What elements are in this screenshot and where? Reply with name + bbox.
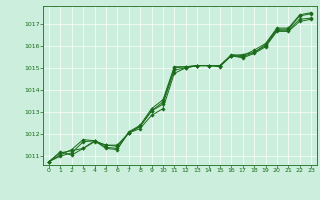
Text: Graphe pression niveau de la mer (hPa): Graphe pression niveau de la mer (hPa): [58, 187, 262, 196]
